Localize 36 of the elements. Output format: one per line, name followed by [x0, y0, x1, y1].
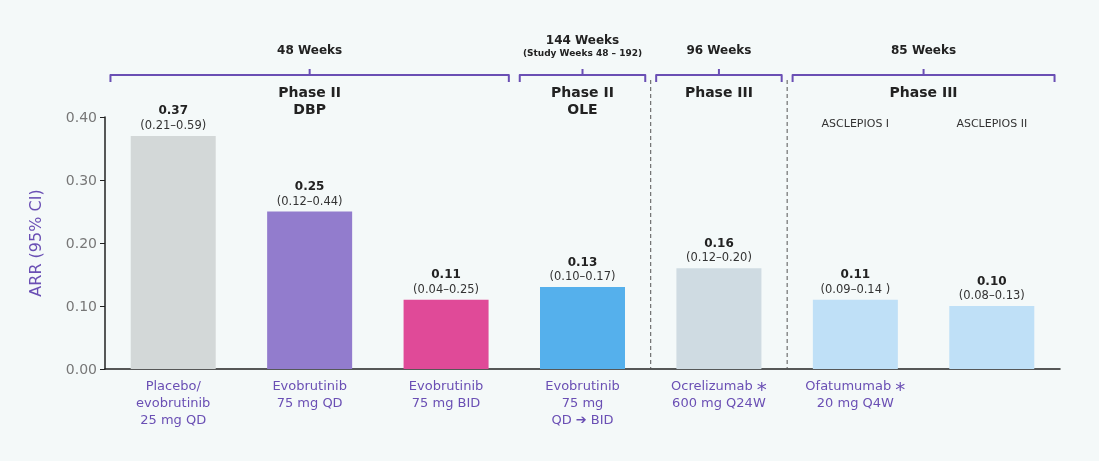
x-tick-label: Ocrelizumab * 600 mg Q24W [671, 376, 767, 410]
bar [676, 268, 762, 369]
text: Phase III [889, 83, 958, 100]
y-tick-label: 0.30 [65, 172, 97, 188]
bar [812, 299, 898, 369]
x-tick-label: Placebo/ evobrutinib 25 mg QD [136, 378, 211, 427]
annotation: ASCLEPIOS I [821, 116, 890, 130]
x-tick-label: Evobrutinib 75 mg BID [408, 378, 484, 410]
text: 96 Weeks [686, 43, 752, 57]
bar [130, 135, 216, 369]
y-tick-label: 0.00 [65, 361, 97, 377]
x-tick-label: Evobrutinib 75 mg QD ➔ BID [545, 378, 620, 427]
text: (Study Weeks 48 – 192) [522, 48, 643, 58]
bar [267, 211, 353, 369]
text: Phase II DBP [278, 83, 342, 117]
text: 144 Weeks [545, 33, 620, 47]
text: Phase II OLE [551, 83, 614, 117]
x-tick-label: Evobrutinib 75 mg QD [272, 378, 347, 410]
text: 85 Weeks [891, 43, 957, 57]
y-tick-label: 0.10 [65, 298, 97, 314]
y-tick-label: 0.20 [65, 235, 97, 251]
bar [949, 306, 1035, 369]
data-label: 0.11 (0.04–0.25) [413, 267, 480, 296]
data-label: 0.10 (0.08–0.13) [958, 273, 1025, 302]
bar [403, 299, 489, 369]
y-axis-title: ARR (95% CI) [25, 189, 45, 297]
annotation: ASCLEPIOS II [956, 116, 1028, 130]
text: 48 Weeks [277, 43, 343, 57]
text: Phase III [684, 83, 753, 100]
data-label: 0.37 (0.21–0.59) [140, 103, 207, 132]
data-label: 0.16 (0.12–0.20) [685, 235, 752, 265]
data-label: 0.11 (0.09–0.14 ) [820, 267, 891, 296]
data-label: 0.13 (0.10–0.17) [549, 254, 616, 284]
y-tick-label: 0.40 [65, 109, 97, 125]
bar [540, 287, 625, 369]
data-label: 0.25 (0.12–0.44) [276, 179, 343, 208]
